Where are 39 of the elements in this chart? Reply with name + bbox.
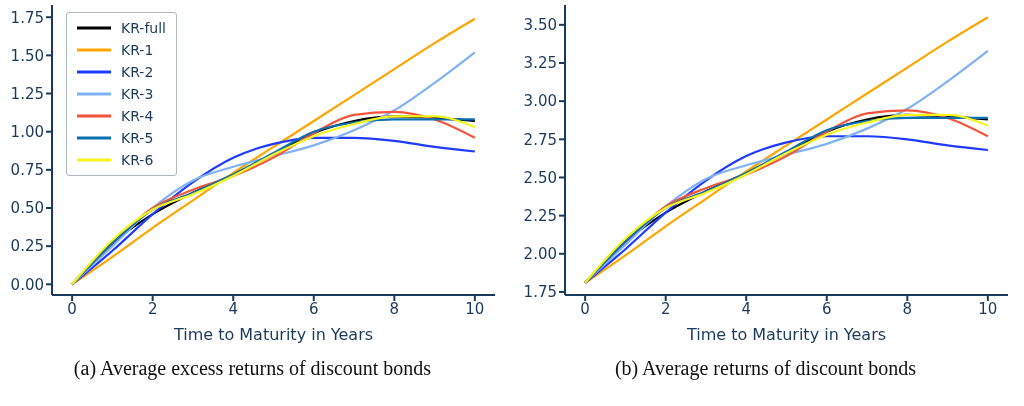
y-tick-label: 0.50 (10, 199, 44, 218)
x-tick-label: 2 (147, 299, 158, 318)
x-axis-title: Time to Maturity in Years (172, 325, 374, 344)
y-tick-label: 3.25 (523, 54, 557, 73)
legend-label: KR-3 (121, 86, 154, 102)
y-tick-label: 3.00 (523, 92, 557, 111)
x-tick-label: 10 (465, 299, 485, 318)
y-tick-label: 2.75 (523, 130, 557, 149)
x-tick-label: 6 (309, 299, 319, 318)
legend-label: KR-1 (121, 42, 154, 58)
x-tick-label: 8 (902, 299, 913, 318)
y-tick-label: 3.50 (523, 16, 557, 35)
legend-label: KR-full (121, 20, 166, 36)
y-tick-label: 1.75 (523, 283, 557, 302)
y-tick-label: 1.75 (10, 8, 44, 27)
legend-label: KR-4 (121, 108, 154, 124)
y-tick-label: 1.00 (10, 123, 44, 142)
legend-label: KR-5 (121, 130, 154, 146)
x-tick-label: 2 (660, 299, 671, 318)
text: (a) Average excess returns of discount bonds (72, 357, 433, 380)
x-tick-label: 4 (741, 299, 751, 318)
x-axis-title: Time to Maturity in Years (685, 325, 887, 344)
x-tick-label: 0 (580, 299, 590, 318)
x-tick-label: 4 (228, 299, 238, 318)
x-tick-label: 10 (978, 299, 998, 318)
y-tick-label: 0.25 (10, 237, 44, 256)
y-tick-label: 1.50 (10, 46, 44, 65)
x-tick-label: 8 (389, 299, 400, 318)
y-tick-label: 0.00 (10, 275, 44, 294)
y-tick-label: 2.00 (523, 245, 557, 264)
y-tick-label: 1.25 (10, 84, 44, 103)
y-tick-label: 2.25 (523, 206, 557, 225)
y-tick-label: 2.50 (523, 168, 557, 187)
y-tick-label: 0.75 (10, 161, 44, 180)
legend-label: KR-2 (121, 64, 154, 80)
x-tick-label: 0 (67, 299, 77, 318)
text: (b) Average returns of discount bonds (613, 357, 918, 380)
legend-label: KR-6 (121, 152, 154, 168)
x-tick-label: 6 (822, 299, 832, 318)
